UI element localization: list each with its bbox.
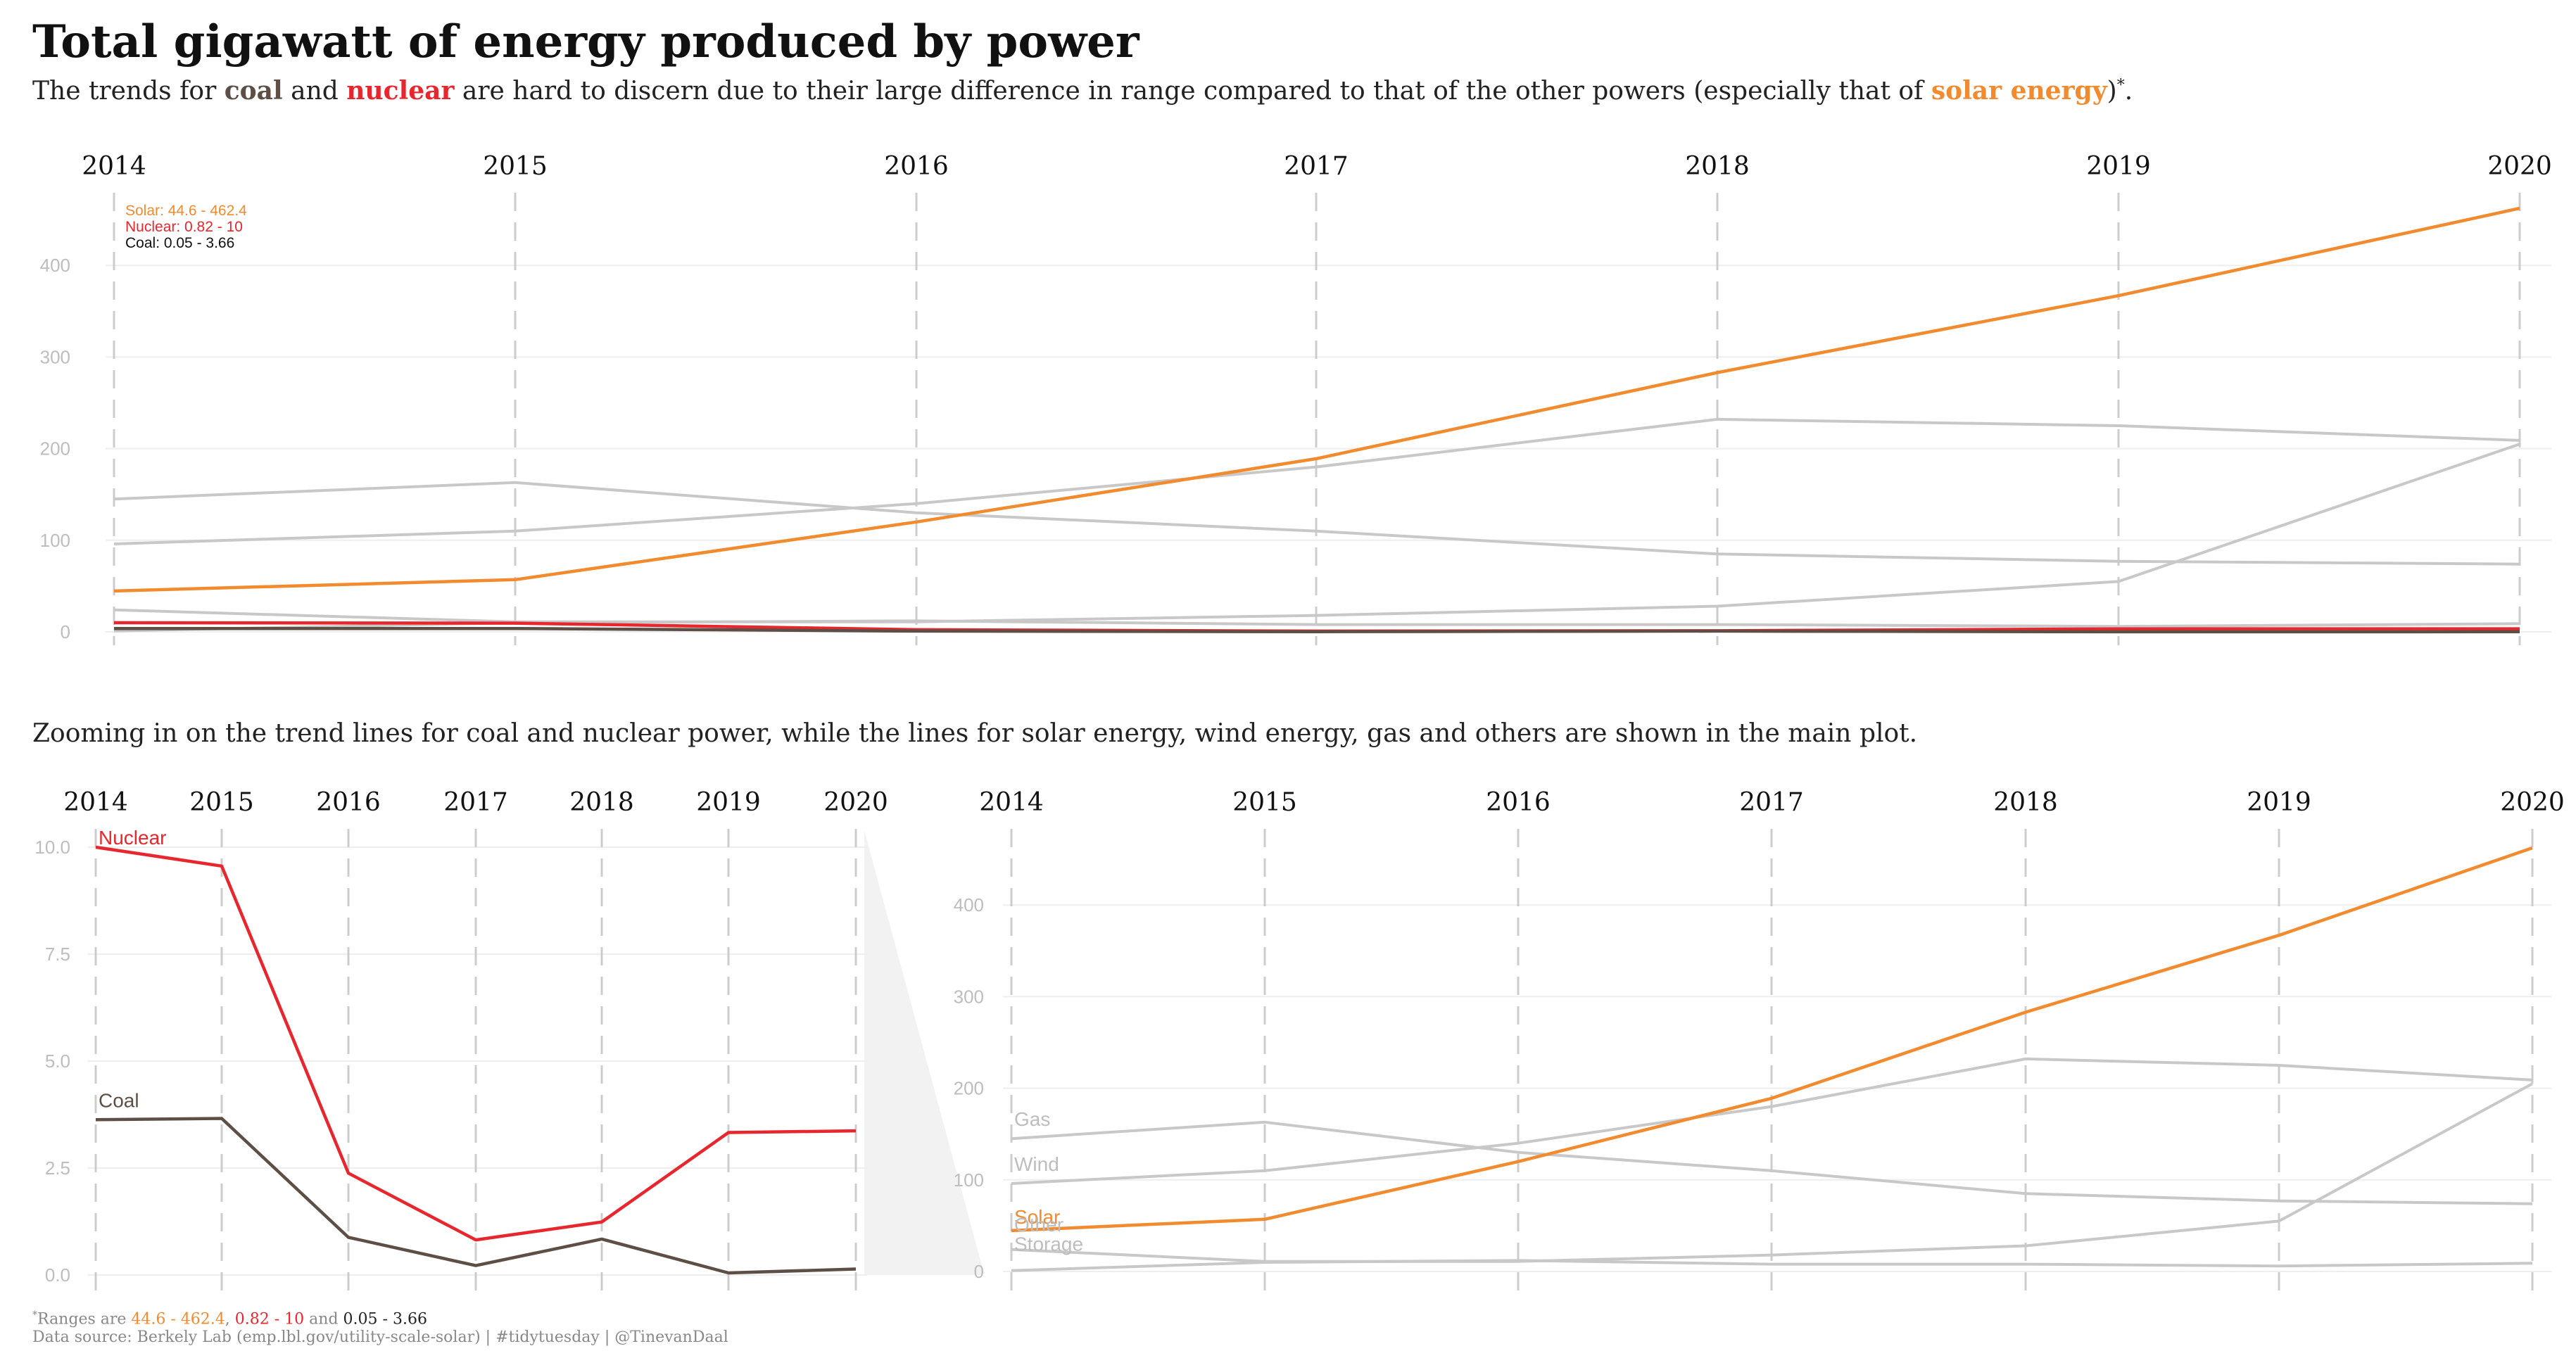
panel-zoom: 0.0 2.5 5.0 7.5 10.0 2014 2015 2016 2017 2018 2019… [34, 788, 888, 1291]
x-tick-label: 2017 [443, 788, 508, 817]
x-tick-label: 2019 [2247, 788, 2311, 817]
series-line-coal [95, 1117, 857, 1275]
subtitle-end: . [2124, 77, 2133, 106]
footnote-coal-range: 0.05 - 3.66 [343, 1310, 427, 1328]
subtitle-prefix: The trends for [32, 77, 225, 106]
x-tick-label: 2020 [823, 788, 888, 817]
series-line-coal [113, 626, 2520, 634]
panel-main: 0 100 200 300 400 2014 2015 2016 2017 2018 2019 202… [40, 152, 2552, 645]
footnote-sep: , [225, 1310, 235, 1328]
y-tick-label: 400 [954, 894, 984, 915]
series-line-wind [113, 417, 2520, 545]
subtitle-footnote-mark: * [2116, 77, 2125, 94]
range-annotation-2: Coal: 0.05 - 3.66 [125, 235, 234, 251]
series-label-gas: Gas [1014, 1108, 1050, 1130]
subtitle-suffix: ) [2107, 77, 2117, 106]
x-tick-label: 2018 [1685, 152, 1750, 181]
series-label-other: Other [1014, 1214, 1063, 1236]
series-line-gas [1011, 1120, 2533, 1205]
x-tick-label: 2014 [63, 788, 128, 817]
x-tick-label: 2018 [569, 788, 634, 817]
range-annotation-1: Nuclear: 0.82 - 10 [125, 219, 243, 235]
chart-title: Total gigawatt of energy produced by pow… [32, 15, 1139, 68]
panel-inset: 0 100 200 300 400 2014 2015 2016 2017 2018 2019 202… [954, 788, 2565, 1291]
series-line-gas [113, 481, 2520, 566]
y-tick-label: 10.0 [34, 837, 70, 858]
series-line-solar [1011, 846, 2533, 1233]
series-label-storage: Storage [1014, 1233, 1083, 1255]
x-tick-label: 2020 [2487, 152, 2552, 181]
x-tick-label: 2015 [483, 152, 548, 181]
zoom-connector-shade [864, 830, 983, 1275]
footnote-ranges: *Ranges are 44.6 - 462.4, 0.82 - 10 and … [32, 1306, 728, 1328]
series-label-nuclear: Nuclear [99, 827, 166, 849]
chart-subtitle: The trends for coal and nuclear are hard… [32, 76, 2133, 106]
x-tick-label: 2020 [2500, 788, 2565, 817]
range-annotation-0: Solar: 44.6 - 462.4 [125, 203, 247, 219]
y-tick-label: 200 [40, 438, 70, 459]
x-tick-label: 2014 [979, 788, 1044, 817]
x-tick-label: 2017 [1284, 152, 1349, 181]
y-tick-label: 100 [40, 530, 70, 551]
x-tick-label: 2018 [1993, 788, 2058, 817]
zoom-description: Zooming in on the trend lines for coal a… [32, 719, 1918, 748]
y-tick-label: 0.0 [45, 1264, 70, 1286]
x-tick-label: 2016 [1486, 788, 1551, 817]
series-line-storage [1011, 1259, 2533, 1272]
footnote-source: Data source: Berkely Lab (emp.lbl.gov/ut… [32, 1328, 728, 1347]
x-tick-label: 2015 [189, 788, 254, 817]
y-tick-label: 0 [61, 621, 70, 642]
y-tick-label: 0 [974, 1261, 984, 1282]
y-tick-label: 5.0 [45, 1051, 70, 1072]
series-line-nuclear [95, 845, 857, 1242]
y-tick-label: 400 [40, 255, 70, 276]
subtitle-and: and [282, 77, 347, 106]
y-tick-label: 100 [954, 1169, 984, 1191]
footnote-and: and [304, 1310, 343, 1328]
y-tick-label: 2.5 [45, 1157, 70, 1179]
footnote-mark: * [32, 1309, 37, 1321]
footnote-prefix: Ranges are [37, 1310, 132, 1328]
series-line-wind [1011, 1057, 2533, 1185]
y-tick-label: 200 [954, 1078, 984, 1099]
y-tick-label: 300 [954, 986, 984, 1007]
x-tick-label: 2017 [1739, 788, 1804, 817]
subtitle-middle: are hard to discern due to their large d… [454, 77, 1931, 106]
footnote-nuclear-range: 0.82 - 10 [234, 1310, 305, 1328]
y-tick-label: 300 [40, 346, 70, 367]
x-tick-label: 2014 [82, 152, 146, 181]
series-label-wind: Wind [1014, 1153, 1059, 1175]
y-tick-label: 7.5 [45, 944, 70, 965]
series-line-solar [113, 206, 2520, 593]
x-tick-label: 2019 [696, 788, 761, 817]
x-tick-label: 2019 [2086, 152, 2151, 181]
subtitle-coal: coal [224, 76, 283, 106]
series-label-solar: Solar [1014, 1206, 1060, 1228]
x-tick-label: 2016 [316, 788, 381, 817]
x-tick-label: 2015 [1232, 788, 1297, 817]
series-label-coal: Coal [99, 1089, 139, 1111]
subtitle-nuclear: nuclear [346, 76, 455, 106]
footnote: *Ranges are 44.6 - 462.4, 0.82 - 10 and … [32, 1306, 728, 1347]
x-tick-label: 2016 [884, 152, 949, 181]
subtitle-solar: solar energy [1931, 76, 2107, 106]
footnote-solar-range: 44.6 - 462.4 [131, 1310, 225, 1328]
